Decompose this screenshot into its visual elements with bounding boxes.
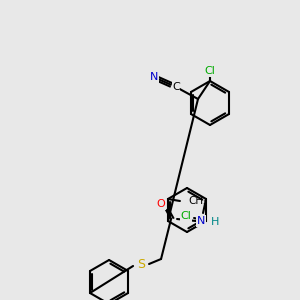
Text: N: N — [197, 216, 205, 226]
Text: S: S — [137, 257, 145, 271]
Text: N: N — [150, 72, 158, 82]
Text: H: H — [211, 217, 219, 227]
Text: Cl: Cl — [181, 211, 191, 221]
Text: O: O — [157, 199, 165, 209]
Text: CH₃: CH₃ — [188, 196, 207, 206]
Text: Cl: Cl — [205, 66, 215, 76]
Text: C: C — [172, 82, 180, 92]
